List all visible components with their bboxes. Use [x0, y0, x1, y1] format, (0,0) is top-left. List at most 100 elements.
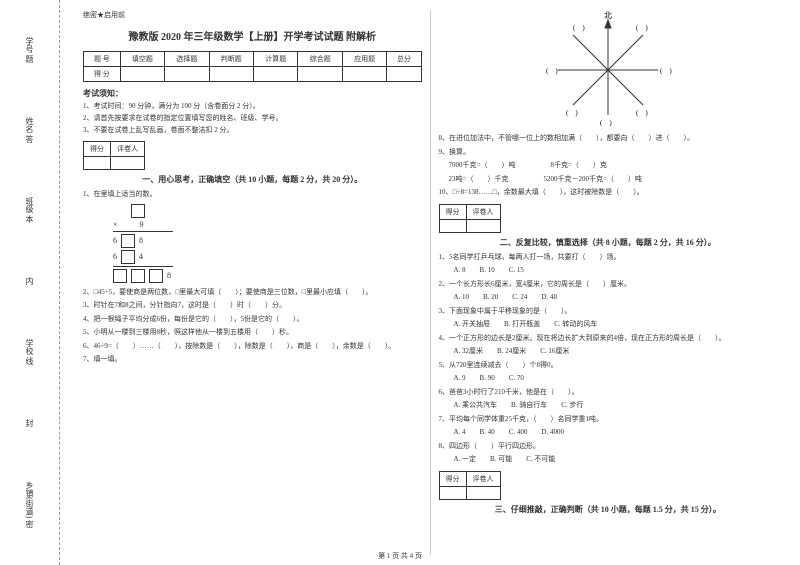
eval-grader: 评卷人: [111, 142, 145, 157]
score-cell: [209, 67, 253, 82]
notice-title: 考试须知：: [83, 88, 422, 99]
question: 1、在里填上适当的数。: [83, 189, 422, 200]
compass-north-label: 北: [604, 11, 612, 20]
binding-label: 学号: [24, 37, 35, 53]
eval-grader: 评卷人: [466, 204, 500, 219]
binding-label: 姓名: [24, 117, 35, 133]
left-column: 绝密★启用前 豫教版 2020 年三年级数学【上册】开学考试试题 附解析 题 号…: [75, 10, 431, 555]
notice-item: 2、请首先按要求在试卷的指定位置填写您的姓名、班级、学号。: [83, 114, 422, 124]
right-column: 北 ( ) ( ) ( ) ( ) ( ) ( ) ( ) 8、在进位加法中，不管哪一…: [431, 10, 786, 555]
eval-score: 得分: [439, 204, 466, 219]
question: 5、从720里连续减去（ ）个8得0。: [439, 360, 778, 371]
binding-item: 学号题: [24, 37, 35, 63]
question: 7、平均每个同学体重25千克，（ ）名同学重1吨。: [439, 414, 778, 425]
eval-cell: [111, 157, 145, 170]
options: A. 32厘米 B. 24厘米 C. 16厘米: [454, 346, 778, 357]
binding-label: 班级: [24, 197, 35, 213]
score-cell: [254, 67, 298, 82]
score-cell: [165, 67, 209, 82]
eval-cell: [439, 219, 466, 232]
calc-box: [113, 269, 127, 283]
score-table: 题 号 填空题 选择题 判断题 计算题 综合题 应用题 总分 得 分: [83, 51, 422, 82]
question: 10、□÷8=138……□，余数最大填（ ），这时被除数是（ ）。: [439, 187, 778, 198]
notice-item: 3、不要在试卷上乱写乱画，卷面不整洁扣 2 分。: [83, 126, 422, 136]
binding-item: 班级本: [24, 197, 35, 223]
svg-text:( ): ( ): [636, 24, 648, 32]
binding-label: 乡镇(街道): [24, 481, 35, 518]
eval-score: 得分: [439, 471, 466, 486]
svg-text:( ): ( ): [546, 67, 558, 75]
question: 7、填一填。: [83, 354, 422, 365]
section1-title: 一、用心思考，正确填空（共 10 小题，每题 2 分，共 20 分）。: [83, 174, 422, 185]
binding-item: 学校线: [24, 339, 35, 365]
score-cell: [120, 67, 164, 82]
score-header: 判断题: [209, 52, 253, 67]
eval-table: 得分评卷人: [439, 471, 501, 500]
binding-char: 密: [24, 520, 35, 528]
calc-box: [131, 204, 145, 218]
question-sub: 7000千克=（ ）吨 8千克=（ ）克: [449, 160, 778, 171]
question: 8、在进位加法中，不管哪一位上的数相加满（ ），都要向（ ）进（ ）。: [439, 133, 778, 144]
score-cell: [342, 67, 386, 82]
svg-text:( ): ( ): [660, 67, 672, 75]
calc-block: ×9 68 64 8: [113, 204, 422, 283]
question: 3、下面现象中属于平移现象的是（ ）。: [439, 306, 778, 317]
options: A. 10 B. 20 C. 24 D. 48: [454, 292, 778, 303]
binding-item: 封: [24, 419, 35, 427]
binding-char: 题: [24, 55, 35, 63]
question: 6、46÷9=（ ）……（ ），按除数是（ ），除数是（ ），商是（ ），余数是…: [83, 341, 422, 352]
score-row-label: 得 分: [84, 67, 121, 82]
binding-char: 内: [24, 277, 35, 285]
score-cell: [387, 67, 421, 82]
binding-char: 线: [24, 357, 35, 365]
eval-cell: [466, 219, 500, 232]
secret-label: 绝密★启用前: [83, 10, 422, 20]
score-cell: [298, 67, 342, 82]
question: 1、5名同学打乒乓球，每两人打一场，共要打（ ）场。: [439, 252, 778, 263]
section3-title: 三、仔细推敲，正确判断（共 10 小题，每题 1.5 分，共 15 分）。: [439, 504, 778, 515]
eval-cell: [439, 486, 466, 499]
question: 4、一个正方形的边长是2厘米。现在将边长扩大到原来的4倍，现在正方形的周长是（ …: [439, 333, 778, 344]
question: 5、小明从一楼到三楼用8秒，照这样他从一楼到五楼用（ ）秒。: [83, 327, 422, 338]
calc-box: [149, 269, 163, 283]
question: 9、换算。: [439, 147, 778, 158]
eval-table: 得分评卷人: [439, 204, 501, 233]
binding-margin: 学号题 姓名答 班级本 内 学校线 封 乡镇(街道) 密: [0, 0, 60, 565]
score-header: 计算题: [254, 52, 298, 67]
section2-title: 二、反复比较，慎重选择（共 8 小题，每题 2 分，共 16 分）。: [439, 237, 778, 248]
calc-box: [131, 269, 145, 283]
score-header: 填空题: [120, 52, 164, 67]
svg-text:( ): ( ): [566, 109, 578, 117]
calc-box: [121, 234, 135, 248]
svg-text:( ): ( ): [636, 109, 648, 117]
question: 6、爸爸3小时行了210千米，他是在（ ）。: [439, 387, 778, 398]
question: 3、时针在7和8之间，分针指向7，这时是（ ）时（ ）分。: [83, 300, 422, 311]
eval-grader: 评卷人: [466, 471, 500, 486]
question-sub: 23吨=（ ）千克 5200千克－200千克=（ ）吨: [449, 174, 778, 185]
binding-char: 答: [24, 135, 35, 143]
binding-item: 姓名答: [24, 117, 35, 143]
eval-table: 得分评卷人: [83, 141, 145, 170]
compass-diagram: 北 ( ) ( ) ( ) ( ) ( ) ( ) ( ): [538, 10, 678, 130]
svg-text:( ): ( ): [573, 24, 585, 32]
options: A. 8 B. 10 C. 15: [454, 265, 778, 276]
eval-score: 得分: [84, 142, 111, 157]
binding-label: 学校: [24, 339, 35, 355]
calc-box: [121, 250, 135, 264]
binding-item: 乡镇(街道) 密: [24, 481, 35, 528]
score-header: 选择题: [165, 52, 209, 67]
page-footer: 第 1 页 共 4 页: [0, 551, 800, 561]
eval-cell: [466, 486, 500, 499]
score-header: 题 号: [84, 52, 121, 67]
options: A. 一定 B. 可能 C. 不可能: [454, 454, 778, 465]
question: 4、把一根绳子平均分成6份，每份是它的（ ），5份是它的（ ）。: [83, 314, 422, 325]
exam-title: 豫教版 2020 年三年级数学【上册】开学考试试题 附解析: [83, 28, 422, 43]
notice-item: 1、考试时间：90 分钟，满分为 100 分（含卷面分 2 分）。: [83, 102, 422, 112]
question: 2、一个长方形长6厘米，宽4厘米，它的周长是（ ）厘米。: [439, 279, 778, 290]
options: A. 乘公共汽车 B. 骑自行车 C. 步行: [454, 400, 778, 411]
binding-char: 封: [24, 419, 35, 427]
options: A. 开关抽屉 B. 打开瓶盖 C. 转动的风车: [454, 319, 778, 330]
options: A. 9 B. 90 C. 70: [454, 373, 778, 384]
svg-text:( ): ( ): [600, 119, 612, 127]
eval-cell: [84, 157, 111, 170]
